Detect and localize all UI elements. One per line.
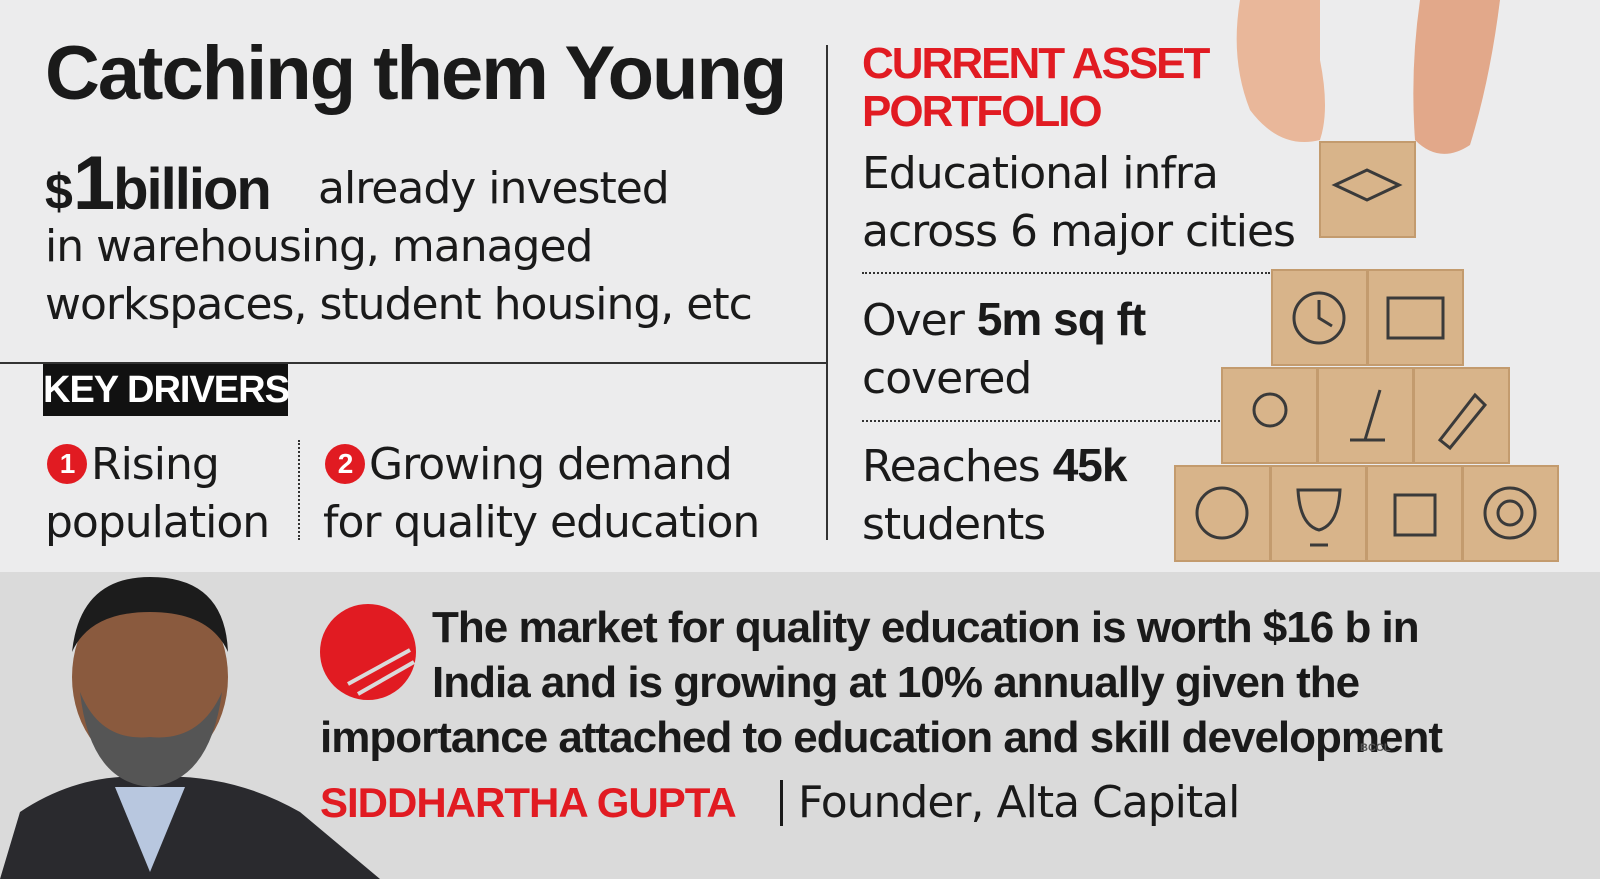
thumb xyxy=(1413,0,1500,154)
blocks-illustration xyxy=(1174,0,1559,562)
portrait xyxy=(0,577,380,879)
portfolio-line: Educational infra xyxy=(862,148,1219,199)
item-separator xyxy=(862,272,1270,274)
driver-text: Rising xyxy=(91,439,220,490)
portfolio-highlight: 5m sq ft xyxy=(976,293,1146,345)
key-drivers-label: KEY DRIVERS xyxy=(43,364,290,416)
driver: 1 Rising xyxy=(47,436,220,494)
divider xyxy=(0,362,826,364)
divider xyxy=(826,45,828,540)
portfolio-line: covered xyxy=(862,353,1032,404)
beard xyxy=(80,692,222,787)
suit xyxy=(0,776,380,879)
hair xyxy=(72,577,228,652)
portfolio-title-line: PORTFOLIO xyxy=(862,87,1103,136)
driver-number: 2 xyxy=(325,444,365,484)
quote-line: importance attached to education and ski… xyxy=(320,713,1443,762)
quote-line: India and is growing at 10% annually giv… xyxy=(432,658,1360,707)
name-separator xyxy=(780,780,783,826)
quote-mark xyxy=(347,648,415,696)
block-icons xyxy=(1195,168,1537,547)
amount-number: 1 xyxy=(72,141,115,226)
driver-number: 1 xyxy=(47,444,87,484)
amount-unit: billion xyxy=(113,157,272,222)
driver-separator xyxy=(298,440,300,540)
quote-line: The market for quality education is wort… xyxy=(432,603,1420,652)
speaker-role: Founder, Alta Capital xyxy=(798,777,1240,828)
face xyxy=(72,582,228,772)
portfolio-line: students xyxy=(862,499,1046,550)
intro-amount: $1billion xyxy=(45,140,272,226)
driver: 2 Growing demand xyxy=(325,436,733,494)
portfolio-line: Reaches xyxy=(862,441,1041,492)
portfolio-title: CURRENT ASSET PORTFOLIO xyxy=(862,39,1210,136)
driver-text: population xyxy=(45,497,270,548)
quote-circle xyxy=(320,604,416,700)
quote-icon xyxy=(320,604,416,700)
portfolio-line: across 6 major cities xyxy=(862,206,1296,257)
title: Catching them Young xyxy=(45,31,787,116)
portfolio-item: Over 5m sq ft covered xyxy=(862,290,1146,408)
portfolio-line: Over xyxy=(862,295,965,346)
shirt xyxy=(115,787,185,872)
speaker-name: SIDDHARTHA GUPTA xyxy=(320,779,737,826)
intro-line: workspaces, student housing, etc xyxy=(45,279,753,330)
driver-text: for quality education xyxy=(323,497,760,548)
portfolio-title-line: CURRENT ASSET xyxy=(862,39,1210,88)
intro-line: in warehousing, managed xyxy=(45,221,593,272)
blocks xyxy=(1174,141,1559,562)
item-separator xyxy=(862,420,1220,422)
driver-text: Growing demand xyxy=(369,439,733,490)
portfolio-item: Educational infra across 6 major cities xyxy=(862,145,1296,261)
portfolio-item: Reaches 45k students xyxy=(862,436,1128,554)
currency: $ xyxy=(45,164,73,220)
finger xyxy=(1236,0,1325,142)
intro-line: already invested xyxy=(318,163,670,214)
watermark: BCCL xyxy=(1360,742,1391,754)
portfolio-highlight: 45k xyxy=(1052,439,1128,491)
